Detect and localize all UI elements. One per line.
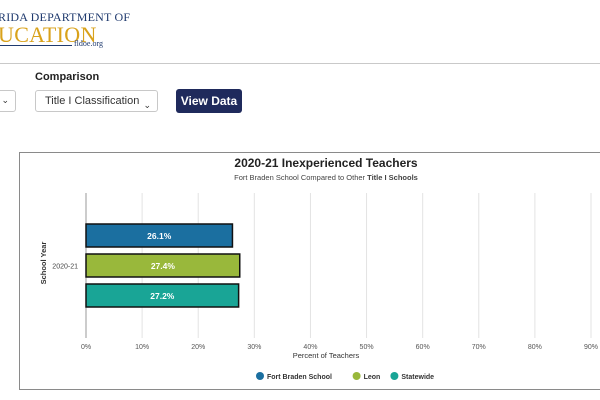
legend-label: Statewide [401,374,434,381]
chart-subtitle: Fort Braden School Compared to Other Tit… [234,173,418,182]
legend-marker [256,372,264,380]
x-tick-label: 30% [247,344,261,351]
bar [85,223,234,248]
x-tick-label: 20% [191,344,205,351]
comparison-select[interactable]: Title I Classification ⌄ [35,90,158,112]
legend-label: Leon [364,374,381,381]
x-tick-label: 60% [416,344,430,351]
logo-text-education: UCATION [0,22,97,47]
chart-subtitle-prefix: Fort Braden School Compared to Other [234,173,367,182]
bar [85,283,240,308]
y-tick-label: 2020-21 [52,264,78,271]
left-dropdown[interactable]: ⌄ [0,90,16,112]
x-tick-label: 10% [135,344,149,351]
legend-marker [390,372,399,380]
chart-subtitle-bold: Title I Schools [367,173,418,182]
legend-marker [352,372,361,380]
x-tick-label: 50% [360,344,374,351]
view-data-button[interactable]: View Data [176,89,242,113]
bar [85,253,241,278]
x-tick-label: 90% [584,344,598,351]
chart-card: 2020-21 Inexperienced Teachers Fort Brad… [19,152,600,390]
chart-title: 2020-21 Inexperienced Teachers [234,156,418,170]
logo-text-department: RIDA DEPARTMENT OF [0,10,131,24]
bar-data-label: 27.2% [150,291,175,301]
y-axis-label: School Year [39,242,48,285]
fldoe-logo[interactable]: RIDA DEPARTMENT OF UCATION fldoe.org [0,0,130,58]
x-tick-label: 0% [81,344,91,351]
x-axis-label: Percent of Teachers [293,351,360,360]
x-tick-label: 70% [472,344,486,351]
header-divider [0,63,600,64]
x-tick-label: 80% [528,344,542,351]
bar-data-label: 27.4% [151,261,176,271]
chevron-down-icon: ⌄ [1,95,9,105]
x-tick-label: 40% [303,344,317,351]
bar-data-label: 26.1% [147,231,172,241]
legend-label: Fort Braden School [267,374,332,381]
comparison-select-value: Title I Classification [45,95,140,107]
comparison-label: Comparison [35,71,100,83]
logo-rule [0,45,72,46]
chart-svg: 2020-21 Inexperienced Teachers Fort Brad… [39,156,598,381]
logo-site-text: fldoe.org [74,39,103,48]
chevron-down-icon: ⌄ [143,100,151,110]
